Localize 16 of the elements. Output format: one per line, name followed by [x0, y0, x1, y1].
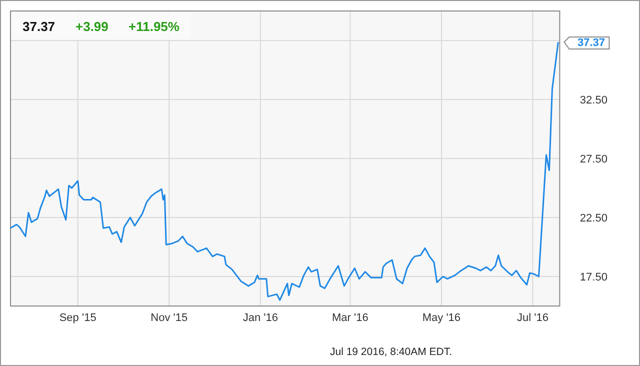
x-tick-label: Jan '16	[242, 312, 278, 324]
y-tick-label: 17.50	[580, 272, 608, 284]
annotation: 37.37	[22, 19, 56, 34]
text: Jul 19 2016, 8:40AM EDT.	[330, 346, 452, 358]
y-tick-label: 32.50	[580, 94, 608, 106]
x-tick-label: May '16	[422, 312, 461, 324]
x-tick-label: Jul '16	[517, 312, 548, 324]
y-tick-label: 27.50	[580, 154, 608, 166]
annotation: +3.99	[76, 19, 108, 34]
line-series	[10, 41, 559, 301]
x-tick-label: Mar '16	[332, 312, 368, 324]
annotation: 37.37	[577, 37, 605, 50]
x-tick-label: Nov '15	[150, 312, 188, 324]
y-tick-label: 22.50	[580, 212, 608, 224]
x-tick-label: Sep '15	[59, 312, 96, 324]
annotation: +11.95%	[128, 19, 180, 34]
